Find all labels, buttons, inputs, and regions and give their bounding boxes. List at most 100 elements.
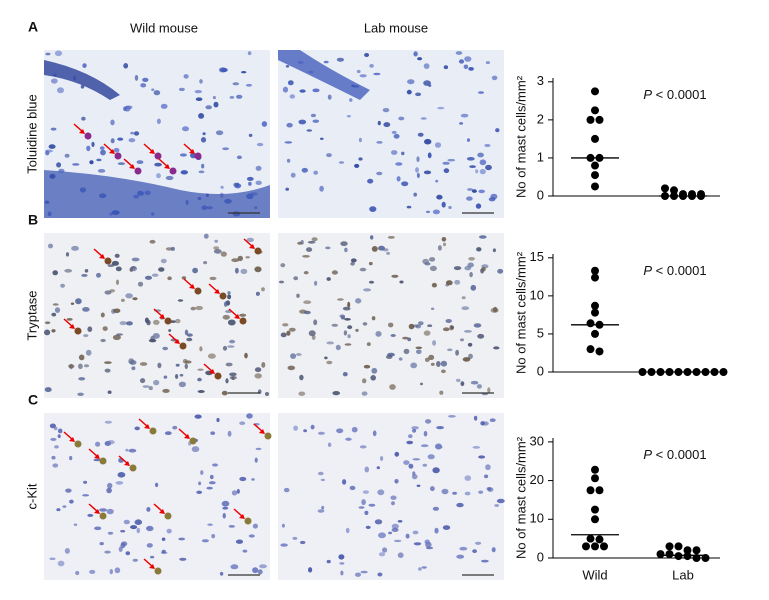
nucleus	[280, 543, 288, 547]
nucleus	[485, 164, 492, 171]
nucleus	[136, 527, 141, 534]
y-tick-label: 5	[537, 325, 544, 340]
data-point	[595, 347, 604, 356]
nucleus	[346, 115, 351, 118]
nucleus	[442, 161, 450, 165]
y-tick-label: 30	[530, 433, 544, 448]
nucleus	[388, 531, 393, 535]
row-label: c-Kit	[24, 483, 39, 509]
nucleus	[448, 206, 452, 209]
nucleus	[197, 390, 205, 393]
nucleus	[445, 283, 449, 287]
nucleus	[345, 527, 350, 534]
tissue	[278, 235, 504, 396]
nucleus	[122, 106, 127, 112]
nucleus	[82, 494, 90, 497]
nucleus	[184, 363, 188, 370]
nucleus	[447, 348, 453, 352]
nucleus	[114, 253, 120, 258]
nucleus	[412, 530, 419, 535]
nucleus	[321, 505, 325, 510]
micrograph	[44, 413, 270, 580]
data-point	[591, 161, 599, 170]
data-point	[647, 368, 656, 376]
nucleus	[401, 181, 409, 187]
nucleus	[177, 299, 184, 302]
nucleus	[391, 523, 399, 529]
nucleus	[64, 268, 73, 273]
nucleus	[429, 265, 437, 272]
nucleus	[65, 488, 72, 493]
nucleus	[50, 127, 57, 131]
nucleus	[107, 482, 113, 489]
nucleus	[48, 144, 56, 149]
nucleus	[415, 92, 422, 97]
annotation: P < 0.0001	[643, 263, 706, 278]
nucleus	[376, 466, 380, 470]
nucleus	[265, 392, 269, 396]
nucleus	[464, 475, 472, 481]
nucleus	[199, 79, 203, 84]
nucleus	[470, 380, 479, 385]
nucleus	[495, 128, 500, 133]
data-point	[586, 115, 595, 124]
nucleus	[247, 51, 252, 56]
nucleus	[248, 133, 253, 137]
nucleus	[398, 116, 405, 121]
nucleus	[425, 419, 432, 424]
nucleus	[57, 434, 61, 439]
nucleus	[376, 171, 383, 176]
nucleus	[441, 237, 447, 242]
nucleus	[160, 103, 168, 109]
nucleus	[132, 297, 138, 301]
nucleus	[443, 242, 446, 247]
nucleus	[374, 519, 383, 525]
nucleus	[323, 60, 329, 64]
annotation-rest: < 0.0001	[652, 447, 707, 462]
nucleus	[418, 567, 422, 571]
nucleus	[87, 513, 94, 517]
row-label: Tryptase	[24, 290, 39, 340]
nucleus	[52, 270, 58, 276]
nucleus	[454, 279, 461, 285]
nucleus	[496, 498, 505, 504]
nucleus	[476, 384, 482, 389]
nucleus	[82, 307, 90, 312]
nucleus	[239, 476, 247, 482]
nucleus	[443, 65, 449, 70]
nucleus	[198, 481, 202, 486]
nucleus	[468, 257, 475, 261]
nucleus	[479, 235, 487, 239]
nucleus	[326, 341, 335, 345]
nucleus	[150, 555, 155, 559]
nucleus	[398, 357, 403, 361]
nucleus	[295, 353, 302, 356]
nucleus	[344, 247, 348, 253]
nucleus	[107, 440, 115, 445]
nucleus	[467, 262, 474, 268]
nucleus	[166, 528, 172, 534]
nucleus	[286, 122, 293, 128]
nucleus	[402, 336, 409, 340]
nucleus	[375, 331, 382, 337]
nucleus	[239, 313, 247, 317]
nucleus	[331, 323, 339, 327]
nucleus	[288, 327, 296, 332]
nucleus	[246, 237, 254, 242]
nucleus	[361, 391, 368, 396]
nucleus	[244, 352, 248, 359]
nucleus	[197, 368, 204, 371]
y-tick-label: 3	[537, 73, 544, 88]
nucleus	[289, 94, 296, 99]
nucleus	[111, 260, 119, 266]
nucleus	[313, 319, 318, 326]
nucleus	[214, 239, 218, 243]
nucleus	[481, 266, 486, 272]
nucleus	[220, 185, 224, 189]
nucleus	[280, 332, 287, 338]
mast-cell	[154, 152, 162, 160]
nucleus	[406, 89, 412, 95]
nucleus	[175, 363, 180, 367]
nucleus	[121, 298, 125, 302]
nucleus	[479, 159, 487, 166]
